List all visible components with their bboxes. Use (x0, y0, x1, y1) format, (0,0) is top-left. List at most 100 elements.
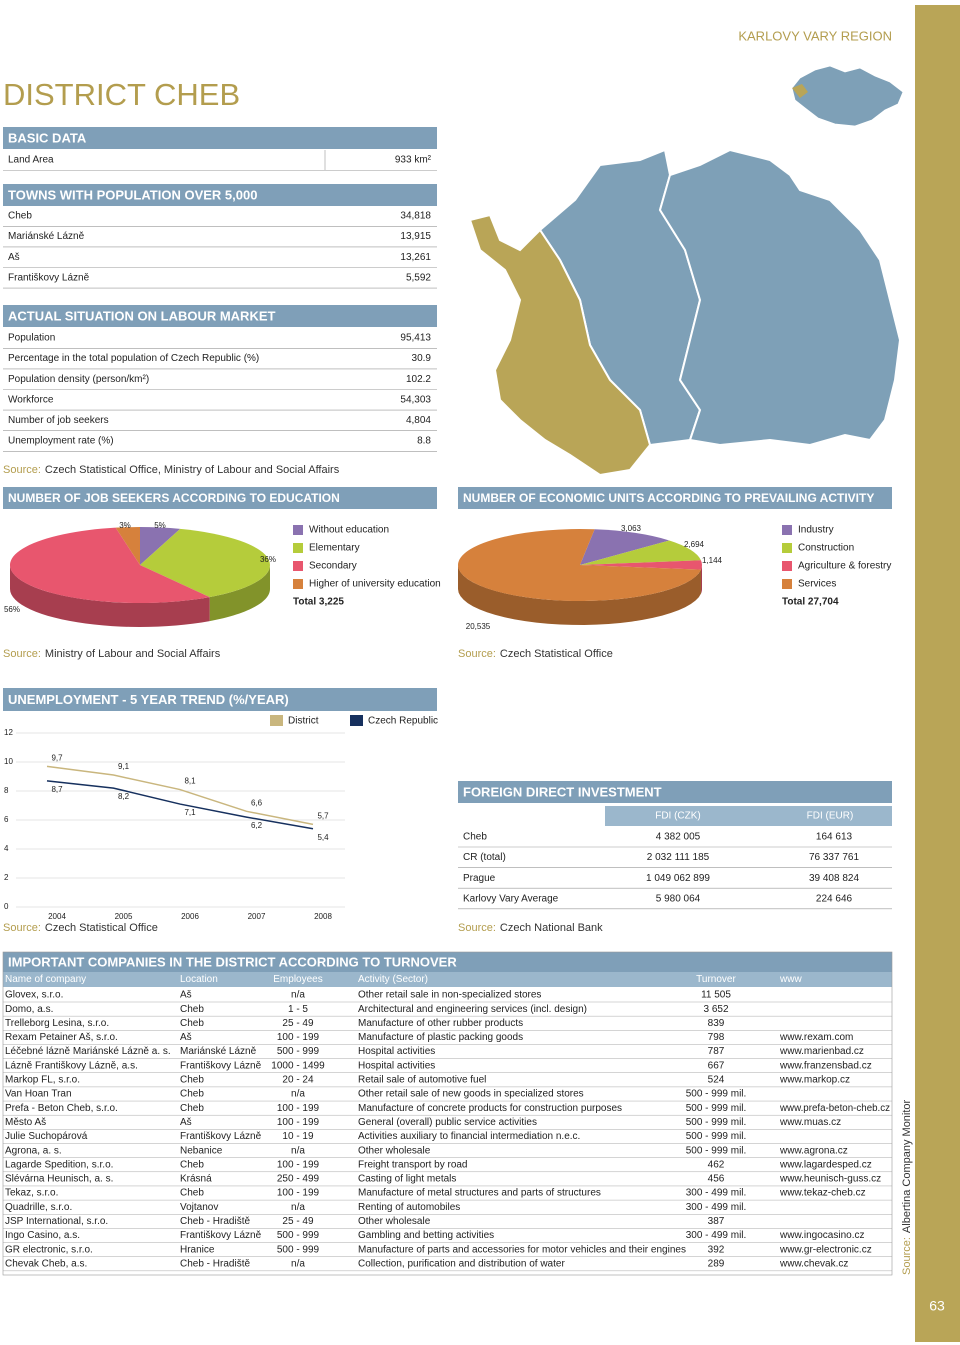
row-label: Prague (463, 873, 496, 884)
table-cell: www.chevak.cz (779, 1258, 848, 1269)
legend-swatch (270, 715, 283, 726)
row-value: 5,592 (406, 272, 431, 283)
section-header-bar (3, 952, 892, 972)
pie-value-label: 20,535 (466, 622, 491, 631)
table-cell: 300 - 499 mil. (686, 1230, 747, 1241)
legend-swatch (293, 561, 303, 571)
table-cell: Manufacture of parts and accessories for… (358, 1244, 686, 1255)
table-cell: Activities auxiliary to financial interm… (358, 1131, 580, 1142)
y-tick-label: 0 (4, 902, 9, 911)
table-cell: Casting of light metals (358, 1174, 456, 1185)
table-cell: Other retail sale in non-specialized sto… (358, 990, 541, 1001)
table-cell: 3 652 (703, 1004, 728, 1015)
pie-slice (140, 528, 270, 598)
data-label: 6,2 (251, 821, 263, 830)
data-label: 8,2 (118, 792, 130, 801)
legend-swatch (293, 525, 303, 535)
table-cell: Manufacture of concrete products for con… (358, 1103, 622, 1114)
section-title: TOWNS WITH POPULATION OVER 5,000 (8, 187, 257, 202)
table-cell: 25 - 49 (282, 1216, 314, 1227)
table-cell: 387 (708, 1216, 725, 1227)
column-header: FDI (EUR) (807, 811, 854, 822)
pie-side (209, 565, 270, 622)
source-label: Source: (901, 1237, 913, 1275)
pie-value-label: 3,063 (621, 524, 642, 533)
legend-label: District (288, 716, 319, 727)
column-header: Turnover (696, 974, 736, 985)
table-cell: Cheb (180, 1188, 204, 1199)
row-label: Percentage in the total population of Cz… (8, 353, 259, 364)
table-cell: Krásná (180, 1174, 212, 1185)
pie-slice (115, 527, 140, 565)
table-cell: 524 (708, 1075, 725, 1086)
x-tick-label: 2007 (248, 912, 266, 921)
table-border (2, 951, 893, 1276)
y-tick-label: 12 (4, 728, 13, 737)
data-label: 6,6 (251, 798, 263, 807)
legend-swatch (782, 543, 792, 553)
table-cell: Cheb - Hradiště (180, 1258, 250, 1269)
table-cell: Hranice (180, 1244, 215, 1255)
table-cell: Renting of automobiles (358, 1202, 460, 1213)
source-note: Source: Czech Statistical Office (3, 922, 158, 934)
y-tick-label: 8 (4, 786, 9, 795)
table-cell: www.franzensbad.cz (779, 1060, 872, 1071)
district-map (468, 148, 902, 477)
table-cell: Vojtanov (180, 1202, 218, 1213)
table-cell: 456 (708, 1174, 725, 1185)
data-label: 8,7 (51, 785, 63, 794)
table-cell: 787 (708, 1046, 725, 1057)
side-source: Source: Albertina Company Monitor (901, 1099, 913, 1275)
legend-label: Higher of university education (309, 579, 441, 590)
table-cell: 839 (708, 1018, 725, 1029)
section-header-bar (3, 305, 437, 327)
table-cell: 500 - 999 (277, 1244, 320, 1255)
row-value: 4,804 (406, 415, 431, 426)
column-header: www (779, 974, 802, 985)
row-value: 224 646 (816, 893, 853, 904)
table-cell: Other retail sale of new goods in specia… (358, 1089, 584, 1100)
legend-swatch (350, 715, 363, 726)
section-title: IMPORTANT COMPANIES IN THE DISTRICT ACCO… (8, 954, 457, 969)
region-map-small (791, 65, 904, 127)
pie-value-label: 1,144 (702, 556, 723, 565)
column-header-bar (3, 972, 892, 987)
table-cell: 798 (708, 1032, 725, 1043)
legend-swatch (782, 525, 792, 535)
table-cell: Cheb (180, 1004, 204, 1015)
source-text: Czech Statistical Office (45, 922, 158, 934)
pie-slice (140, 527, 181, 565)
table-cell: 300 - 499 mil. (686, 1202, 747, 1213)
table-cell: Trelleborg Lesina, s.r.o. (5, 1018, 109, 1029)
table-cell: Manufacture of plastic packing goods (358, 1032, 523, 1043)
column-header: Location (180, 974, 218, 985)
table-cell: 500 - 999 mil. (686, 1117, 747, 1128)
table-cell: 100 - 199 (277, 1159, 320, 1170)
row-label: Population (8, 333, 55, 344)
pie-slice (457, 529, 701, 602)
table-cell: n/a (291, 1145, 305, 1156)
legend-label: Agriculture & forestry (798, 561, 891, 572)
series-line (46, 780, 314, 830)
data-label: 9,1 (118, 762, 130, 771)
row-label: Land Area (8, 155, 54, 166)
row-value: 164 613 (816, 832, 853, 843)
section-title: UNEMPLOYMENT - 5 YEAR TREND (%/YEAR) (8, 692, 289, 707)
table-cell: Cheb - Hradiště (180, 1216, 250, 1227)
table-cell: Agrona, a. s. (5, 1145, 62, 1156)
row-label: Cheb (463, 832, 487, 843)
table-cell: www.agrona.cz (779, 1145, 848, 1156)
pie-slice (10, 527, 210, 603)
table-cell: Prefa - Beton Cheb, s.r.o. (5, 1103, 118, 1114)
row-label: Karlovy Vary Average (463, 893, 559, 904)
source-note: Source: Ministry of Labour and Social Aff… (3, 648, 221, 660)
source-note: Source: Albertina Company Monitor (901, 1099, 913, 1275)
source-note: Source: Czech Statistical Office (458, 648, 613, 660)
table-cell: www.ingocasino.cz (779, 1230, 864, 1241)
table-cell: Quadrille, s.r.o. (5, 1202, 72, 1213)
table-cell: 500 - 999 mil. (686, 1145, 747, 1156)
section-title: ACTUAL SITUATION ON LABOUR MARKET (8, 308, 276, 323)
table-cell: www.lagardesped.cz (779, 1159, 872, 1170)
table-cell: Ingo Casino, a.s. (5, 1230, 80, 1241)
table-cell: www.heunisch-guss.cz (779, 1174, 881, 1185)
